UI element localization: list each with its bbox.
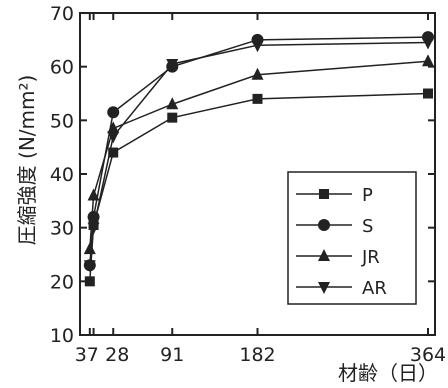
legend-marker-AR xyxy=(318,282,330,294)
x-tick-label-364: 364 xyxy=(410,344,446,366)
point-AR-28 xyxy=(107,131,120,144)
y-tick-label-60: 60 xyxy=(50,57,74,79)
legend-box xyxy=(287,171,417,305)
point-AR-91 xyxy=(166,58,179,71)
x-tick-label-28: 28 xyxy=(105,344,129,366)
legend: PS JR AR xyxy=(296,185,387,299)
y-tick-label-50: 50 xyxy=(50,110,74,132)
series-line-JR xyxy=(89,60,429,250)
point-S-7 xyxy=(87,210,100,223)
point-AR-182 xyxy=(251,40,264,53)
point-P-3 xyxy=(84,276,95,287)
legend-label-P: P xyxy=(362,185,373,206)
legend-marker-JR xyxy=(318,249,330,261)
legend-marker-S xyxy=(318,219,330,231)
point-P-28 xyxy=(108,147,119,158)
point-JR-28 xyxy=(107,121,120,134)
point-AR-364 xyxy=(422,37,434,50)
legend-label-S: S xyxy=(362,216,373,237)
point-JR-7 xyxy=(87,188,100,201)
legend-marker-P xyxy=(319,189,329,199)
point-JR-3 xyxy=(83,242,96,255)
point-S-28 xyxy=(107,106,120,119)
point-JR-182 xyxy=(251,67,264,80)
legend-label-JR: JR xyxy=(361,247,380,268)
series-line-AR xyxy=(89,41,429,266)
point-P-182 xyxy=(252,93,263,104)
x-tick-label-91: 91 xyxy=(160,344,184,366)
point-AR-3 xyxy=(83,260,96,273)
x-axis-label: 材齢（日） xyxy=(338,361,438,385)
y-tick-label-30: 30 xyxy=(50,218,74,240)
x-tick-label-3: 3 xyxy=(75,344,87,366)
y-tick-label-10: 10 xyxy=(50,325,74,347)
legend-label-AR: AR xyxy=(362,278,387,299)
series-group xyxy=(83,31,434,287)
axis-ticks: 10 20 30 40 50 60 70 3 7 28 91 182 364 xyxy=(50,3,446,366)
y-tick-label-70: 70 xyxy=(50,3,74,25)
point-AR-7 xyxy=(87,222,100,235)
y-axis-label: 圧縮強度 (N/mm²) xyxy=(15,75,39,246)
point-P-91 xyxy=(167,112,178,123)
y-tick-label-40: 40 xyxy=(50,164,74,186)
x-tick-label-7: 7 xyxy=(87,344,99,366)
point-JR-91 xyxy=(166,97,179,110)
point-P-364 xyxy=(423,88,433,99)
point-JR-364 xyxy=(422,54,434,67)
x-tick-label-182: 182 xyxy=(239,344,275,366)
y-tick-label-20: 20 xyxy=(50,271,74,293)
